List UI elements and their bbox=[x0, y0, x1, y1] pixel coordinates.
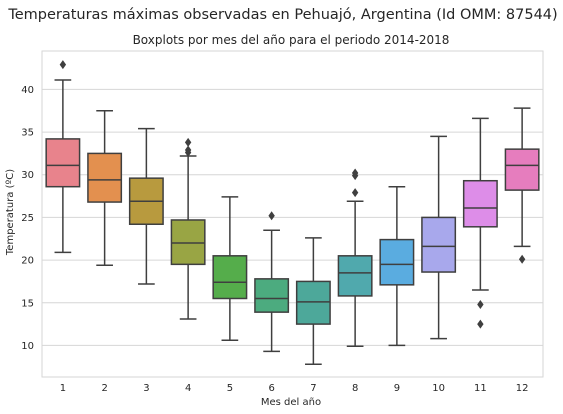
box-2 bbox=[87, 152, 123, 203]
box-12 bbox=[504, 148, 540, 191]
box-6 bbox=[254, 278, 290, 313]
x-tick-label: 1 bbox=[60, 383, 66, 394]
x-tick-label: 7 bbox=[310, 383, 316, 394]
box-10 bbox=[421, 216, 457, 273]
x-tick-label: 11 bbox=[474, 383, 487, 394]
chart-subtitle: Boxplots por mes del año para el periodo… bbox=[133, 33, 450, 47]
y-tick-label: 10 bbox=[21, 341, 34, 352]
box-8 bbox=[337, 255, 373, 297]
outlier-point bbox=[351, 188, 359, 198]
box-1 bbox=[45, 138, 81, 188]
box-9 bbox=[379, 238, 415, 286]
box-4 bbox=[170, 219, 206, 266]
x-tick-label: 9 bbox=[394, 383, 400, 394]
outlier-point bbox=[184, 145, 192, 155]
y-axis-label: Temperatura (ºC) bbox=[5, 169, 16, 256]
outlier-point bbox=[518, 254, 526, 264]
y-tick-label: 20 bbox=[21, 256, 34, 267]
y-tick-label: 30 bbox=[21, 170, 34, 181]
y-tick-label: 40 bbox=[21, 85, 34, 96]
x-axis-label: Mes del año bbox=[261, 397, 321, 408]
x-tick-label: 3 bbox=[143, 383, 149, 394]
x-tick-label: 5 bbox=[227, 383, 233, 394]
y-tick-label: 35 bbox=[21, 128, 34, 139]
box-11 bbox=[462, 179, 498, 228]
x-tick-label: 4 bbox=[185, 383, 191, 394]
outlier-point bbox=[477, 299, 484, 309]
x-tick-label: 2 bbox=[101, 383, 107, 394]
x-tick-label: 10 bbox=[432, 383, 445, 394]
outlier-point bbox=[184, 137, 192, 147]
box-5 bbox=[212, 255, 248, 300]
x-tick-label: 8 bbox=[352, 383, 358, 394]
outlier-point bbox=[477, 319, 484, 329]
x-tick-label: 6 bbox=[268, 383, 274, 394]
outlier-point bbox=[351, 168, 359, 178]
plot-frame bbox=[41, 50, 544, 378]
y-tick-label: 25 bbox=[21, 213, 34, 224]
x-tick-label: 12 bbox=[516, 383, 529, 394]
y-tick-label: 15 bbox=[21, 298, 34, 309]
chart-title: Temperaturas máximas observadas en Pehua… bbox=[7, 7, 557, 23]
outlier-point bbox=[268, 211, 275, 221]
box-7 bbox=[295, 280, 331, 325]
outlier-point bbox=[59, 60, 67, 70]
